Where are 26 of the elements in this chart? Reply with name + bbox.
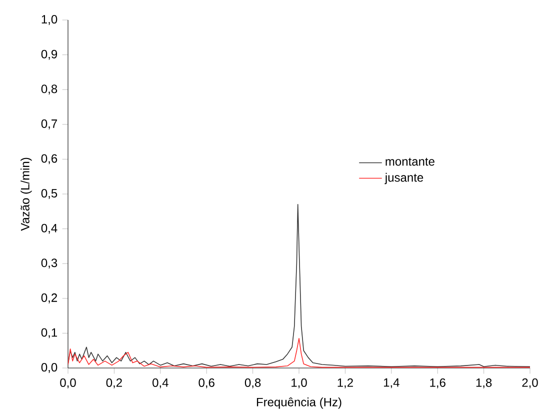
x-tick-label: 1,2 <box>338 378 353 388</box>
x-tick-label: 0,4 <box>152 378 168 388</box>
legend-label: jusante <box>384 172 424 184</box>
x-tick-label: 0,2 <box>106 378 122 388</box>
y-tick-label: 0,4 <box>41 224 58 234</box>
y-tick-label: 0,3 <box>41 258 58 269</box>
x-tick-label: 2,0 <box>522 378 538 388</box>
legend-label: montante <box>386 158 434 166</box>
x-tick-label: 0,0 <box>60 378 76 388</box>
y-tick-label: 0,8 <box>41 84 58 95</box>
y-tick-label: 1,0 <box>42 15 58 25</box>
y-tick-label: 0,5 <box>41 189 58 199</box>
x-tick-label: 1,6 <box>430 378 446 388</box>
x-tick-label: 0,6 <box>198 378 214 388</box>
y-tick-label: 0,7 <box>41 119 57 130</box>
x-tick-label: 1,4 <box>384 378 400 388</box>
x-tick-label: 0,8 <box>244 378 261 388</box>
y-tick-label: 0,6 <box>41 154 58 164</box>
x-tick-label: 1,0 <box>292 378 307 388</box>
y-tick-label: 0,2 <box>41 293 57 304</box>
x-axis-title: Frequência (Hz) <box>256 397 342 409</box>
x-tick-label: 1,8 <box>476 378 492 388</box>
y-tick-label: 0,1 <box>41 328 58 338</box>
y-tick-label: 0,9 <box>41 50 58 60</box>
y-axis-title: Vazão (L/min) <box>20 158 32 231</box>
y-tick-label: 0,0 <box>41 363 58 373</box>
